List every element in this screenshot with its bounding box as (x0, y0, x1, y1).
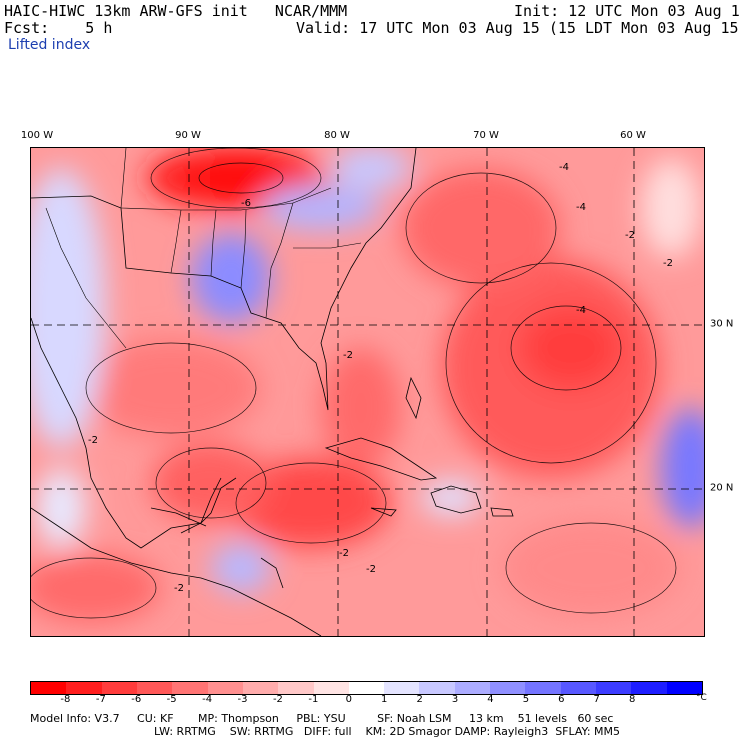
colorbar-swatch (101, 682, 137, 694)
colorbar-tick-label: 0 (345, 694, 352, 705)
colorbar-swatch (490, 682, 526, 694)
contour-label: -2 (174, 583, 184, 594)
colorbar-tick-label: 5 (522, 694, 530, 705)
lon-label-70w: 70 W (473, 130, 499, 141)
field-name: Lifted index (8, 37, 91, 53)
model-info-line1: Model Info: V3.7 CU: KF MP: Thompson PBL… (30, 712, 614, 725)
colorbar-swatch (384, 682, 420, 694)
colorbar-tick-label: -5 (166, 694, 177, 705)
contour-label: -4 (576, 305, 586, 316)
colorbar-swatch (31, 682, 67, 694)
lon-label-80w: 80 W (324, 130, 350, 141)
init-time: Init: 12 UTC Mon 03 Aug 15 (514, 2, 740, 20)
contour-label: -2 (343, 350, 353, 361)
model-title: HAIC-HIWC 13km ARW-GFS init NCAR/MMM (4, 2, 348, 20)
contour-label: -6 (241, 198, 251, 209)
colorbar-swatch (560, 682, 596, 694)
lon-label-90w: 90 W (175, 130, 201, 141)
colorbar-swatch (419, 682, 455, 694)
colorbar-tick-label: 6 (558, 694, 565, 705)
colorbar-swatch (313, 682, 349, 694)
contour-lines (31, 148, 677, 619)
colorbar-swatch (454, 682, 491, 694)
lat-label-20n: 20 N (710, 482, 734, 494)
model-info-line2: LW: RRTMG SW: RRTMG DIFF: full KM: 2D Sm… (154, 725, 620, 738)
colorbar-tick-label: 8 (628, 694, 636, 705)
lon-label-100w: 100 W (20, 130, 54, 141)
colorbar-tick-label: 2 (416, 694, 423, 705)
colorbar-swatch (525, 682, 561, 694)
valid-time: Valid: 17 UTC Mon 03 Aug 15 (15 LDT Mon … (296, 19, 740, 37)
colorbar-swatch (242, 682, 279, 694)
colorbar-swatch (207, 682, 243, 694)
coastlines (31, 148, 417, 636)
shaded-field (31, 148, 704, 623)
islands (324, 376, 514, 517)
colorbar-tick-label: -8 (60, 694, 71, 705)
lat-lon-grid (31, 148, 704, 636)
colorbar-tick-label: -7 (95, 694, 106, 705)
colorbar-tick-label: 3 (451, 694, 459, 705)
colorbar-tick-label: -4 (202, 694, 213, 705)
colorbar-swatch (596, 682, 632, 694)
colorbar-swatch (172, 682, 208, 694)
colorbar-swatch (278, 682, 314, 694)
colorbar-tick-label: 7 (593, 694, 600, 705)
colorbar-tick-label: -2 (272, 694, 283, 705)
colorbar-ticks: -8 -7 -6 -5 -4 -3 -2 -1 0 1 2 3 4 5 6 7 8 (30, 694, 703, 708)
lifted-index-map: -6 -4 -4 -4 -2 -2 -2 -2 -2 -2 -2 (30, 147, 705, 637)
colorbar-swatch (631, 682, 667, 694)
colorbar-tick-label: -1 (308, 694, 319, 705)
lon-label-60w: 60 W (620, 130, 646, 141)
colorbar-swatch (136, 682, 173, 694)
forecast-hour: Fcst: 5 h (4, 19, 113, 37)
lat-label-30n: 30 N (710, 318, 734, 330)
colorbar-swatch (348, 682, 385, 694)
colorbar-swatch (66, 682, 102, 694)
colorbar-unit: °C (696, 693, 707, 703)
contour-label: -2 (366, 564, 376, 575)
colorbar-tick-label: -6 (131, 694, 142, 705)
contour-label: -4 (559, 162, 569, 173)
contour-label: -2 (88, 435, 98, 446)
colorbar-tick-label: 1 (381, 694, 388, 705)
contour-label: -2 (339, 548, 349, 559)
contour-label: -2 (625, 230, 635, 241)
contour-label: -2 (663, 258, 673, 269)
contour-label: -4 (576, 202, 586, 213)
colorbar-tick-label: 4 (487, 694, 494, 705)
colorbar-tick-label: -3 (237, 694, 248, 705)
colorbar-swatch (666, 682, 702, 694)
colorbar (30, 681, 703, 695)
state-borders (45, 148, 362, 349)
